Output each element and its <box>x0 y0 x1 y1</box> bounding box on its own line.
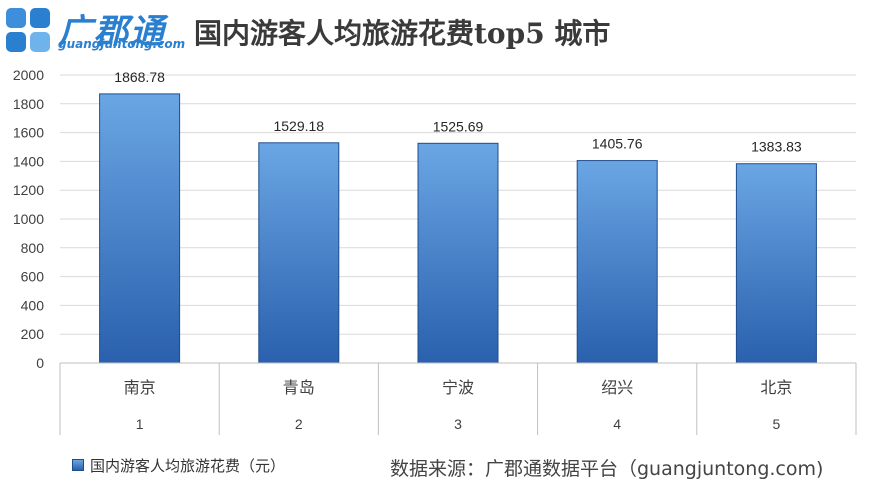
data-label: 1529.18 <box>273 118 324 134</box>
y-tick-label: 400 <box>21 297 45 313</box>
x-category-label: 宁波 <box>442 378 474 397</box>
bars <box>99 93 817 364</box>
bar <box>417 142 499 364</box>
y-tick-label: 1800 <box>13 96 44 112</box>
x-rank-label: 5 <box>773 416 781 432</box>
bar-chart: 0 200 400 600 800 1000 1200 1400 1600 1800 2000 18… <box>13 67 857 435</box>
x-category-label: 北京 <box>760 378 792 397</box>
y-tick-label: 2000 <box>13 67 44 83</box>
logo-name: 广郡通 <box>58 12 166 52</box>
data-label: 1383.83 <box>751 139 802 155</box>
bar <box>735 163 817 364</box>
y-tick-label: 800 <box>21 240 45 256</box>
data-labels: 1868.78 1529.18 1525.69 1405.76 1383.83 <box>114 69 802 155</box>
legend-swatch <box>72 459 84 471</box>
bar <box>99 93 181 364</box>
y-tick-label: 1600 <box>13 125 44 141</box>
x-category-label: 南京 <box>124 378 156 397</box>
x-rank-label: 2 <box>295 416 303 432</box>
x-rank-label: 1 <box>136 416 144 432</box>
logo-icon <box>6 8 50 52</box>
chart-title: 国内游客人均旅游花费top5 城市 <box>194 17 611 50</box>
logo-url: guangjuntong.com <box>58 37 186 51</box>
x-category-label: 青岛 <box>283 378 315 397</box>
y-tick-label: 1400 <box>13 153 44 169</box>
header: 广郡通 guangjuntong.com 国内游客人均旅游花费top5 城市 <box>0 0 871 62</box>
data-label: 1405.76 <box>592 136 643 152</box>
data-label: 1868.78 <box>114 69 165 85</box>
legend-label: 国内游客人均旅游花费（元） <box>90 456 286 475</box>
y-tick-label: 200 <box>21 326 45 342</box>
legend: 国内游客人均旅游花费（元） <box>72 454 285 476</box>
y-tick-label: 1200 <box>13 182 44 198</box>
x-axis: 南京 1 青岛 2 宁波 3 绍兴 4 北京 5 <box>59 362 857 435</box>
x-rank-label: 4 <box>613 416 621 432</box>
source-note: 数据来源：广郡通数据平台（guangjuntong.com) <box>390 458 824 480</box>
y-tick-label: 600 <box>21 269 45 285</box>
bar <box>576 160 658 364</box>
y-tick-label: 0 <box>36 355 44 371</box>
y-axis-ticks: 0 200 400 600 800 1000 1200 1400 1600 1800 2000 <box>13 67 44 371</box>
brand-logo: 广郡通 guangjuntong.com <box>4 6 190 54</box>
y-tick-label: 1000 <box>13 211 44 227</box>
x-category-label: 绍兴 <box>601 378 633 397</box>
data-label: 1525.69 <box>433 118 484 134</box>
x-rank-label: 3 <box>454 416 462 432</box>
bar <box>258 142 340 364</box>
